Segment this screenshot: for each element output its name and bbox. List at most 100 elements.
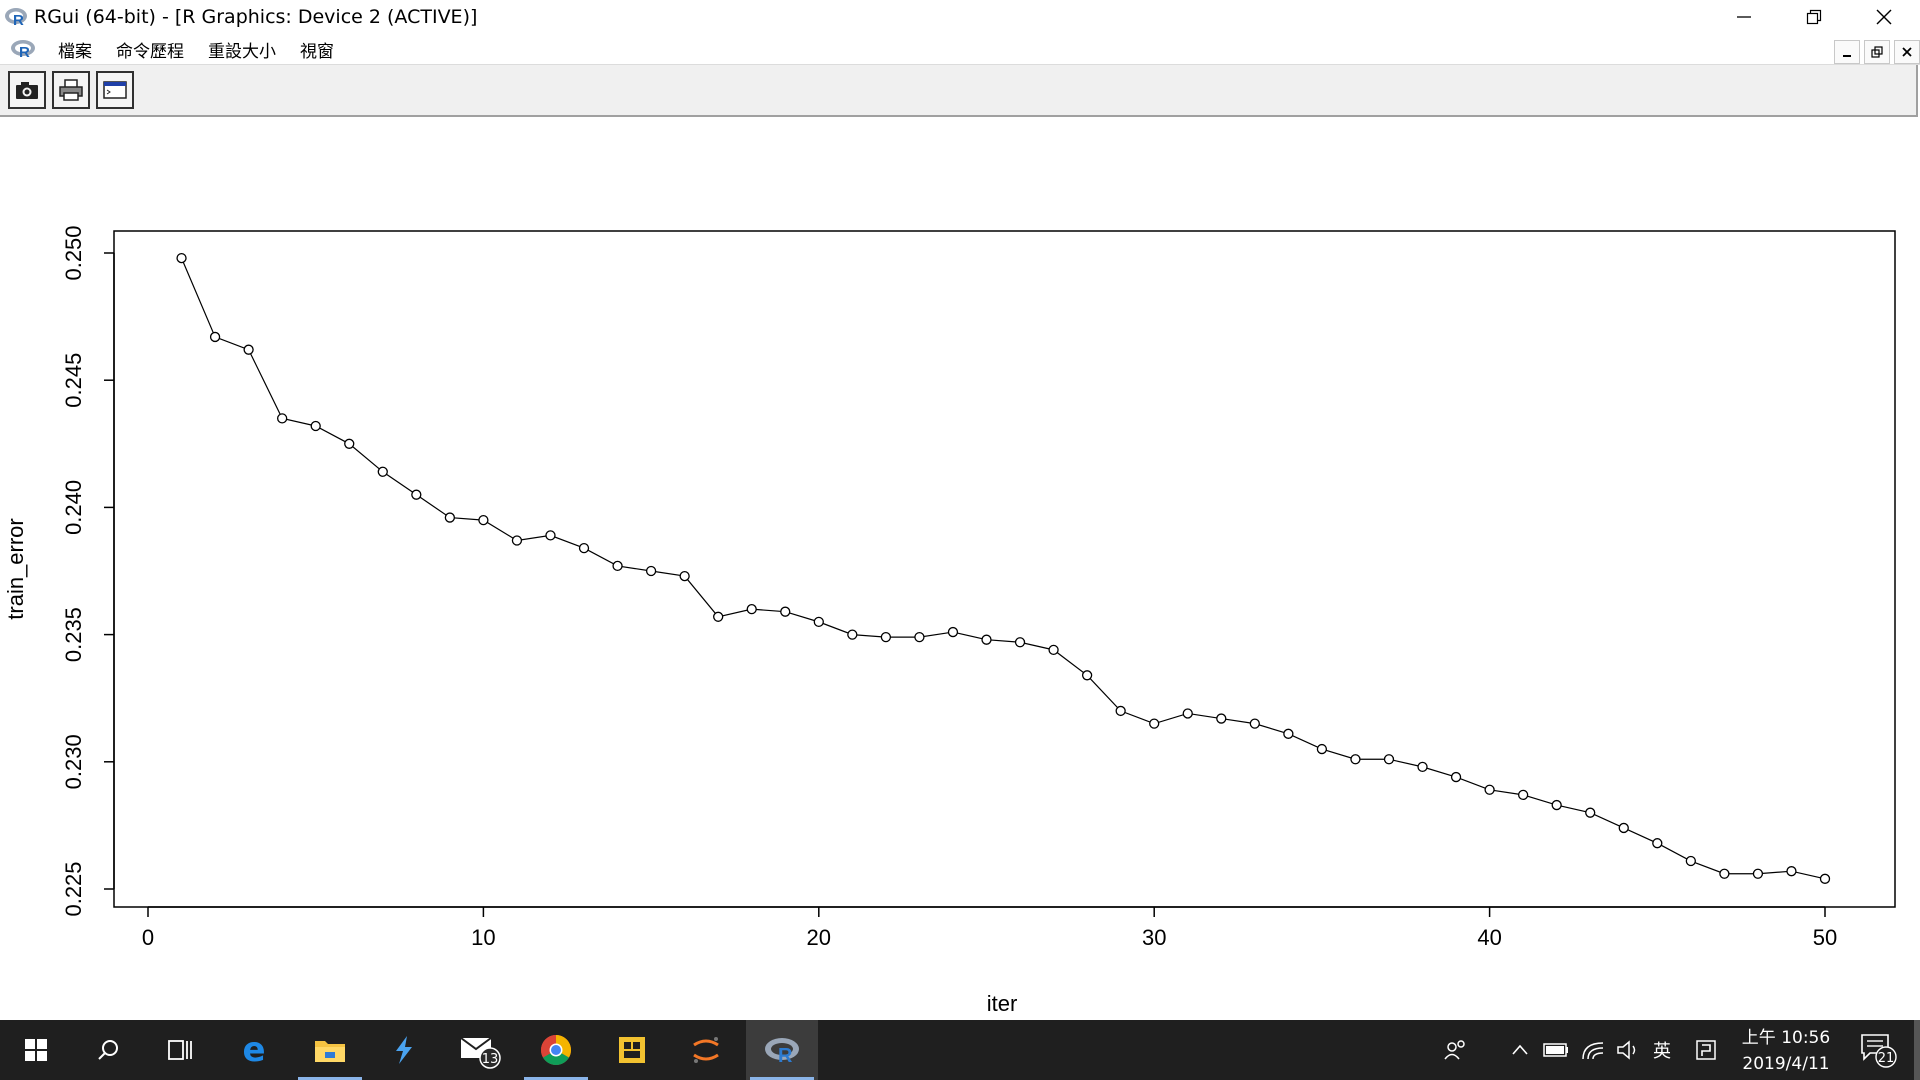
data-point <box>1081 670 1093 681</box>
r-document-icon[interactable]: R <box>10 38 36 60</box>
show-hidden-icons-button[interactable] <box>1496 1020 1544 1080</box>
data-point <box>746 604 757 615</box>
data-point <box>612 560 623 572</box>
data-point <box>1350 754 1361 765</box>
data-point <box>344 438 355 449</box>
x-tick-label: 30 <box>1142 925 1166 950</box>
svg-text:R: R <box>778 1045 793 1065</box>
sticky-app-icon <box>619 1037 645 1063</box>
task-view-button[interactable] <box>144 1020 216 1080</box>
show-desktop-button[interactable] <box>1914 1020 1920 1080</box>
taskbar-chrome[interactable] <box>520 1020 592 1080</box>
r-gui-icon: R <box>765 1038 799 1065</box>
taskbar-edge[interactable]: e <box>218 1020 290 1080</box>
jupyter-icon <box>693 1037 719 1063</box>
action-center-button[interactable]: 21 <box>1848 1020 1908 1080</box>
menu-bar: R 檔案 命令歷程 重設大小 視窗 <box>0 34 1920 65</box>
data-point <box>1014 637 1026 648</box>
start-icon <box>25 1039 47 1061</box>
volume-button[interactable] <box>1604 1020 1652 1080</box>
svg-text:e: e <box>242 1034 265 1066</box>
menu-file[interactable]: 檔案 <box>58 41 92 62</box>
ime-button[interactable] <box>1682 1020 1730 1080</box>
visual-studio-icon <box>396 1036 412 1064</box>
clock-date: 2019/4/11 <box>1742 1054 1830 1074</box>
console-window-button[interactable] <box>96 71 134 109</box>
menu-history[interactable]: 命令歷程 <box>116 41 184 62</box>
print-button[interactable] <box>52 71 90 109</box>
data-point <box>1484 784 1495 795</box>
close-button[interactable] <box>1850 0 1918 34</box>
minimize-icon <box>1737 16 1751 18</box>
data-point <box>645 565 657 577</box>
data-point <box>1719 868 1730 879</box>
y-axis: 0.225 0.230 0.235 0.240 0.245 0.250 <box>61 225 115 917</box>
data-point <box>847 629 858 640</box>
x-tick-label: 0 <box>142 925 154 950</box>
menu-windows[interactable]: 視窗 <box>300 41 334 62</box>
x-axis-label: iter <box>987 991 1018 1016</box>
menu-resize[interactable]: 重設大小 <box>208 41 276 62</box>
data-point <box>1417 761 1428 773</box>
data-point <box>243 344 254 355</box>
input-mode-indicator[interactable]: 英 <box>1653 1041 1671 1062</box>
ime-icon <box>1696 1040 1716 1060</box>
data-point <box>813 616 824 628</box>
search-button[interactable] <box>72 1020 144 1080</box>
data-point <box>1585 807 1596 818</box>
mail-badge: 13 <box>482 1052 499 1067</box>
data-point <box>310 420 321 432</box>
x-tick-label: 20 <box>807 925 831 950</box>
chevron-up-icon <box>1512 1044 1528 1055</box>
data-point <box>444 512 456 523</box>
clock[interactable]: 上午 10:56 2019/4/11 <box>1726 1025 1846 1077</box>
x-axis: 0 10 20 30 40 50 <box>142 906 1837 950</box>
restore-icon <box>1806 9 1822 25</box>
series-line <box>180 257 1826 880</box>
svg-text:R: R <box>13 12 24 29</box>
y-tick-label: 0.240 <box>61 480 86 535</box>
network-button[interactable] <box>1570 1020 1618 1080</box>
close-icon <box>1876 9 1892 25</box>
start-button[interactable] <box>0 1020 72 1080</box>
data-point <box>1752 868 1764 879</box>
taskbar-r-gui[interactable]: R <box>746 1020 818 1080</box>
child-close-button[interactable] <box>1894 40 1920 64</box>
data-point <box>981 634 992 645</box>
battery-button[interactable] <box>1532 1020 1580 1080</box>
x-tick-label: 50 <box>1813 925 1837 950</box>
data-point <box>578 542 590 554</box>
child-restore-button[interactable] <box>1864 40 1890 64</box>
printer-icon <box>59 79 83 101</box>
taskbar-mail[interactable]: 13 <box>444 1020 516 1080</box>
restore-button[interactable] <box>1780 0 1848 34</box>
y-tick-label: 0.225 <box>61 861 86 916</box>
child-minimize-button[interactable] <box>1834 40 1860 64</box>
taskbar-visual-studio[interactable] <box>368 1020 440 1080</box>
y-axis-label: train_error <box>3 518 28 619</box>
data-point <box>176 252 187 264</box>
taskbar-file-explorer[interactable] <box>294 1020 366 1080</box>
taskbar-jupyter[interactable] <box>670 1020 742 1080</box>
battery-icon <box>1543 1043 1568 1057</box>
taskbar: e 13 <box>0 1020 1920 1080</box>
people-icon <box>1444 1040 1465 1060</box>
data-point <box>377 466 388 477</box>
taskbar-sticky-app[interactable] <box>596 1020 668 1080</box>
title-bar: R RGui (64-bit) - [R Graphics: Device 2 … <box>0 0 1920 34</box>
chrome-icon <box>540 1035 572 1066</box>
data-point <box>1149 718 1160 729</box>
camera-icon <box>16 82 38 99</box>
plot-frame <box>113 230 1896 908</box>
data-point <box>1786 866 1797 877</box>
wifi-icon <box>1582 1042 1604 1060</box>
x-tick-label: 10 <box>471 925 495 950</box>
data-point <box>1517 789 1529 801</box>
people-button[interactable] <box>1432 1020 1480 1080</box>
copy-bitmap-button[interactable] <box>8 71 46 109</box>
r-logo-icon: R <box>5 8 27 29</box>
x-tick-label: 40 <box>1477 925 1501 950</box>
data-point <box>1685 855 1696 867</box>
minimize-button[interactable] <box>1710 0 1778 34</box>
y-tick-label: 0.235 <box>61 607 86 662</box>
